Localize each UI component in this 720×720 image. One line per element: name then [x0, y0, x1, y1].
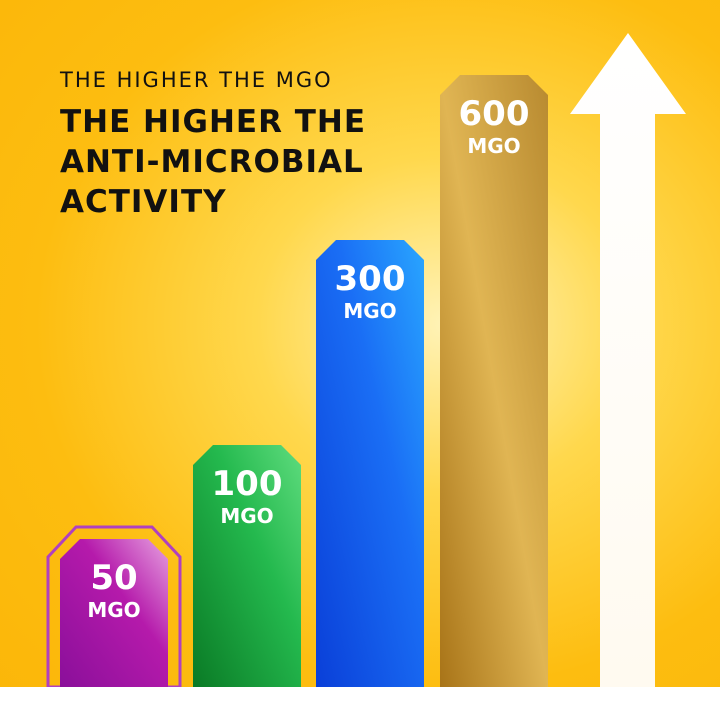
bar-value-label: 300 — [335, 259, 406, 299]
bar — [60, 539, 168, 687]
bar — [440, 75, 548, 687]
bar-value-label: 50 — [90, 558, 137, 598]
bar-unit-label: MGO — [343, 299, 396, 323]
bar-unit-label: MGO — [87, 598, 140, 622]
subtitle: THE HIGHER THE MGO — [60, 68, 333, 92]
title-line: THE HIGHER THE — [60, 104, 367, 140]
up-arrow-icon — [570, 33, 686, 687]
bar — [193, 445, 301, 687]
bar-value-label: 100 — [212, 464, 283, 504]
title-line: ANTI-MICROBIAL — [60, 144, 364, 180]
bar-unit-label: MGO — [467, 134, 520, 158]
title-line: ACTIVITY — [60, 184, 227, 220]
bar — [316, 240, 424, 687]
bar-unit-label: MGO — [220, 504, 273, 528]
title: THE HIGHER THE ANTI-MICROBIAL ACTIVITY — [60, 102, 420, 222]
baseline — [0, 687, 720, 720]
bar-value-label: 600 — [459, 94, 530, 134]
